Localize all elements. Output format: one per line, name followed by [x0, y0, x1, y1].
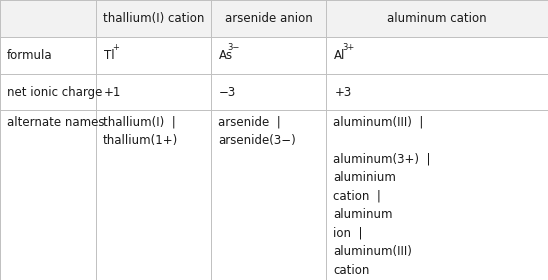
Bar [96, 37, 211, 74]
Text: thallium(I) cation: thallium(I) cation [103, 12, 204, 25]
Text: 3−: 3− [227, 43, 240, 52]
Text: arsenide  |
arsenide(3−): arsenide | arsenide(3−) [218, 116, 296, 148]
Text: formula: formula [7, 49, 53, 62]
Text: thallium(I)  |
thallium(1+): thallium(I) | thallium(1+) [103, 116, 178, 148]
Text: net ionic charge: net ionic charge [7, 86, 102, 99]
Bar [326, 74, 548, 110]
Text: 3+: 3+ [342, 43, 355, 52]
Bar [96, 74, 211, 110]
Bar [326, 37, 548, 74]
Text: aluminum(III)  |

aluminum(3+)  |
aluminium
cation  |
aluminum
ion  |
aluminum(I: aluminum(III) | aluminum(3+) | aluminium… [333, 116, 431, 277]
Bar [0, 74, 96, 110]
Text: +3: +3 [334, 86, 351, 99]
Text: −3: −3 [219, 86, 236, 99]
Bar [0, 110, 96, 280]
Bar [96, 0, 211, 37]
Text: arsenide anion: arsenide anion [225, 12, 312, 25]
Bar [211, 37, 326, 74]
Text: As: As [219, 49, 233, 62]
Bar [211, 110, 326, 280]
Bar [326, 110, 548, 280]
Bar [96, 110, 211, 280]
Bar [211, 0, 326, 37]
Text: aluminum cation: aluminum cation [387, 12, 487, 25]
Text: +1: +1 [104, 86, 122, 99]
Bar [0, 37, 96, 74]
Bar [326, 0, 548, 37]
Text: alternate names: alternate names [7, 116, 105, 129]
Text: +: + [112, 43, 119, 52]
Bar [211, 74, 326, 110]
Bar [0, 0, 96, 37]
Text: Tl: Tl [104, 49, 115, 62]
Text: Al: Al [334, 49, 346, 62]
